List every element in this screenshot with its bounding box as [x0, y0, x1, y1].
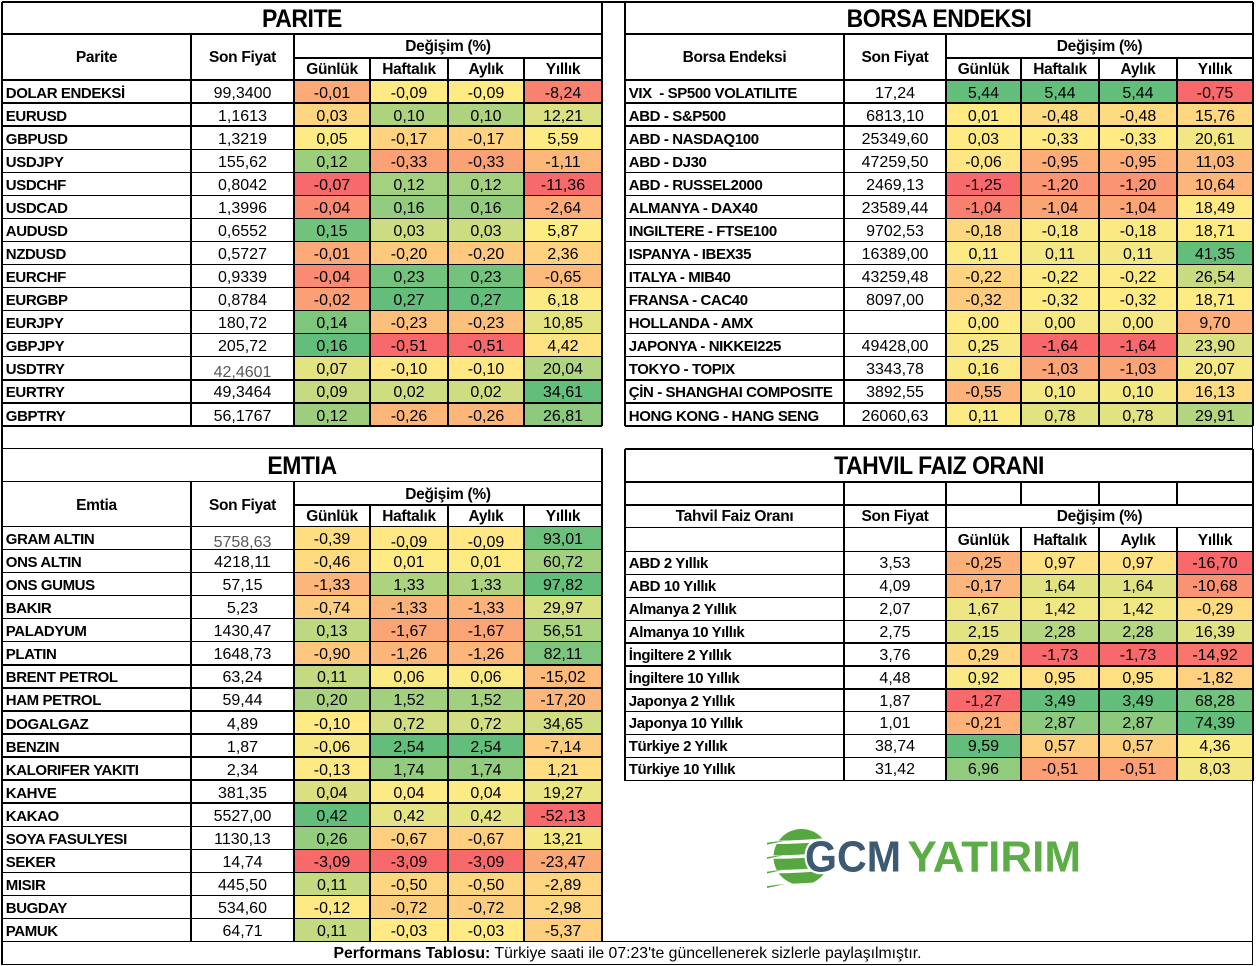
svg-text:GCM: GCM: [805, 833, 901, 882]
svg-text:YATIRIM: YATIRIM: [908, 833, 1082, 882]
